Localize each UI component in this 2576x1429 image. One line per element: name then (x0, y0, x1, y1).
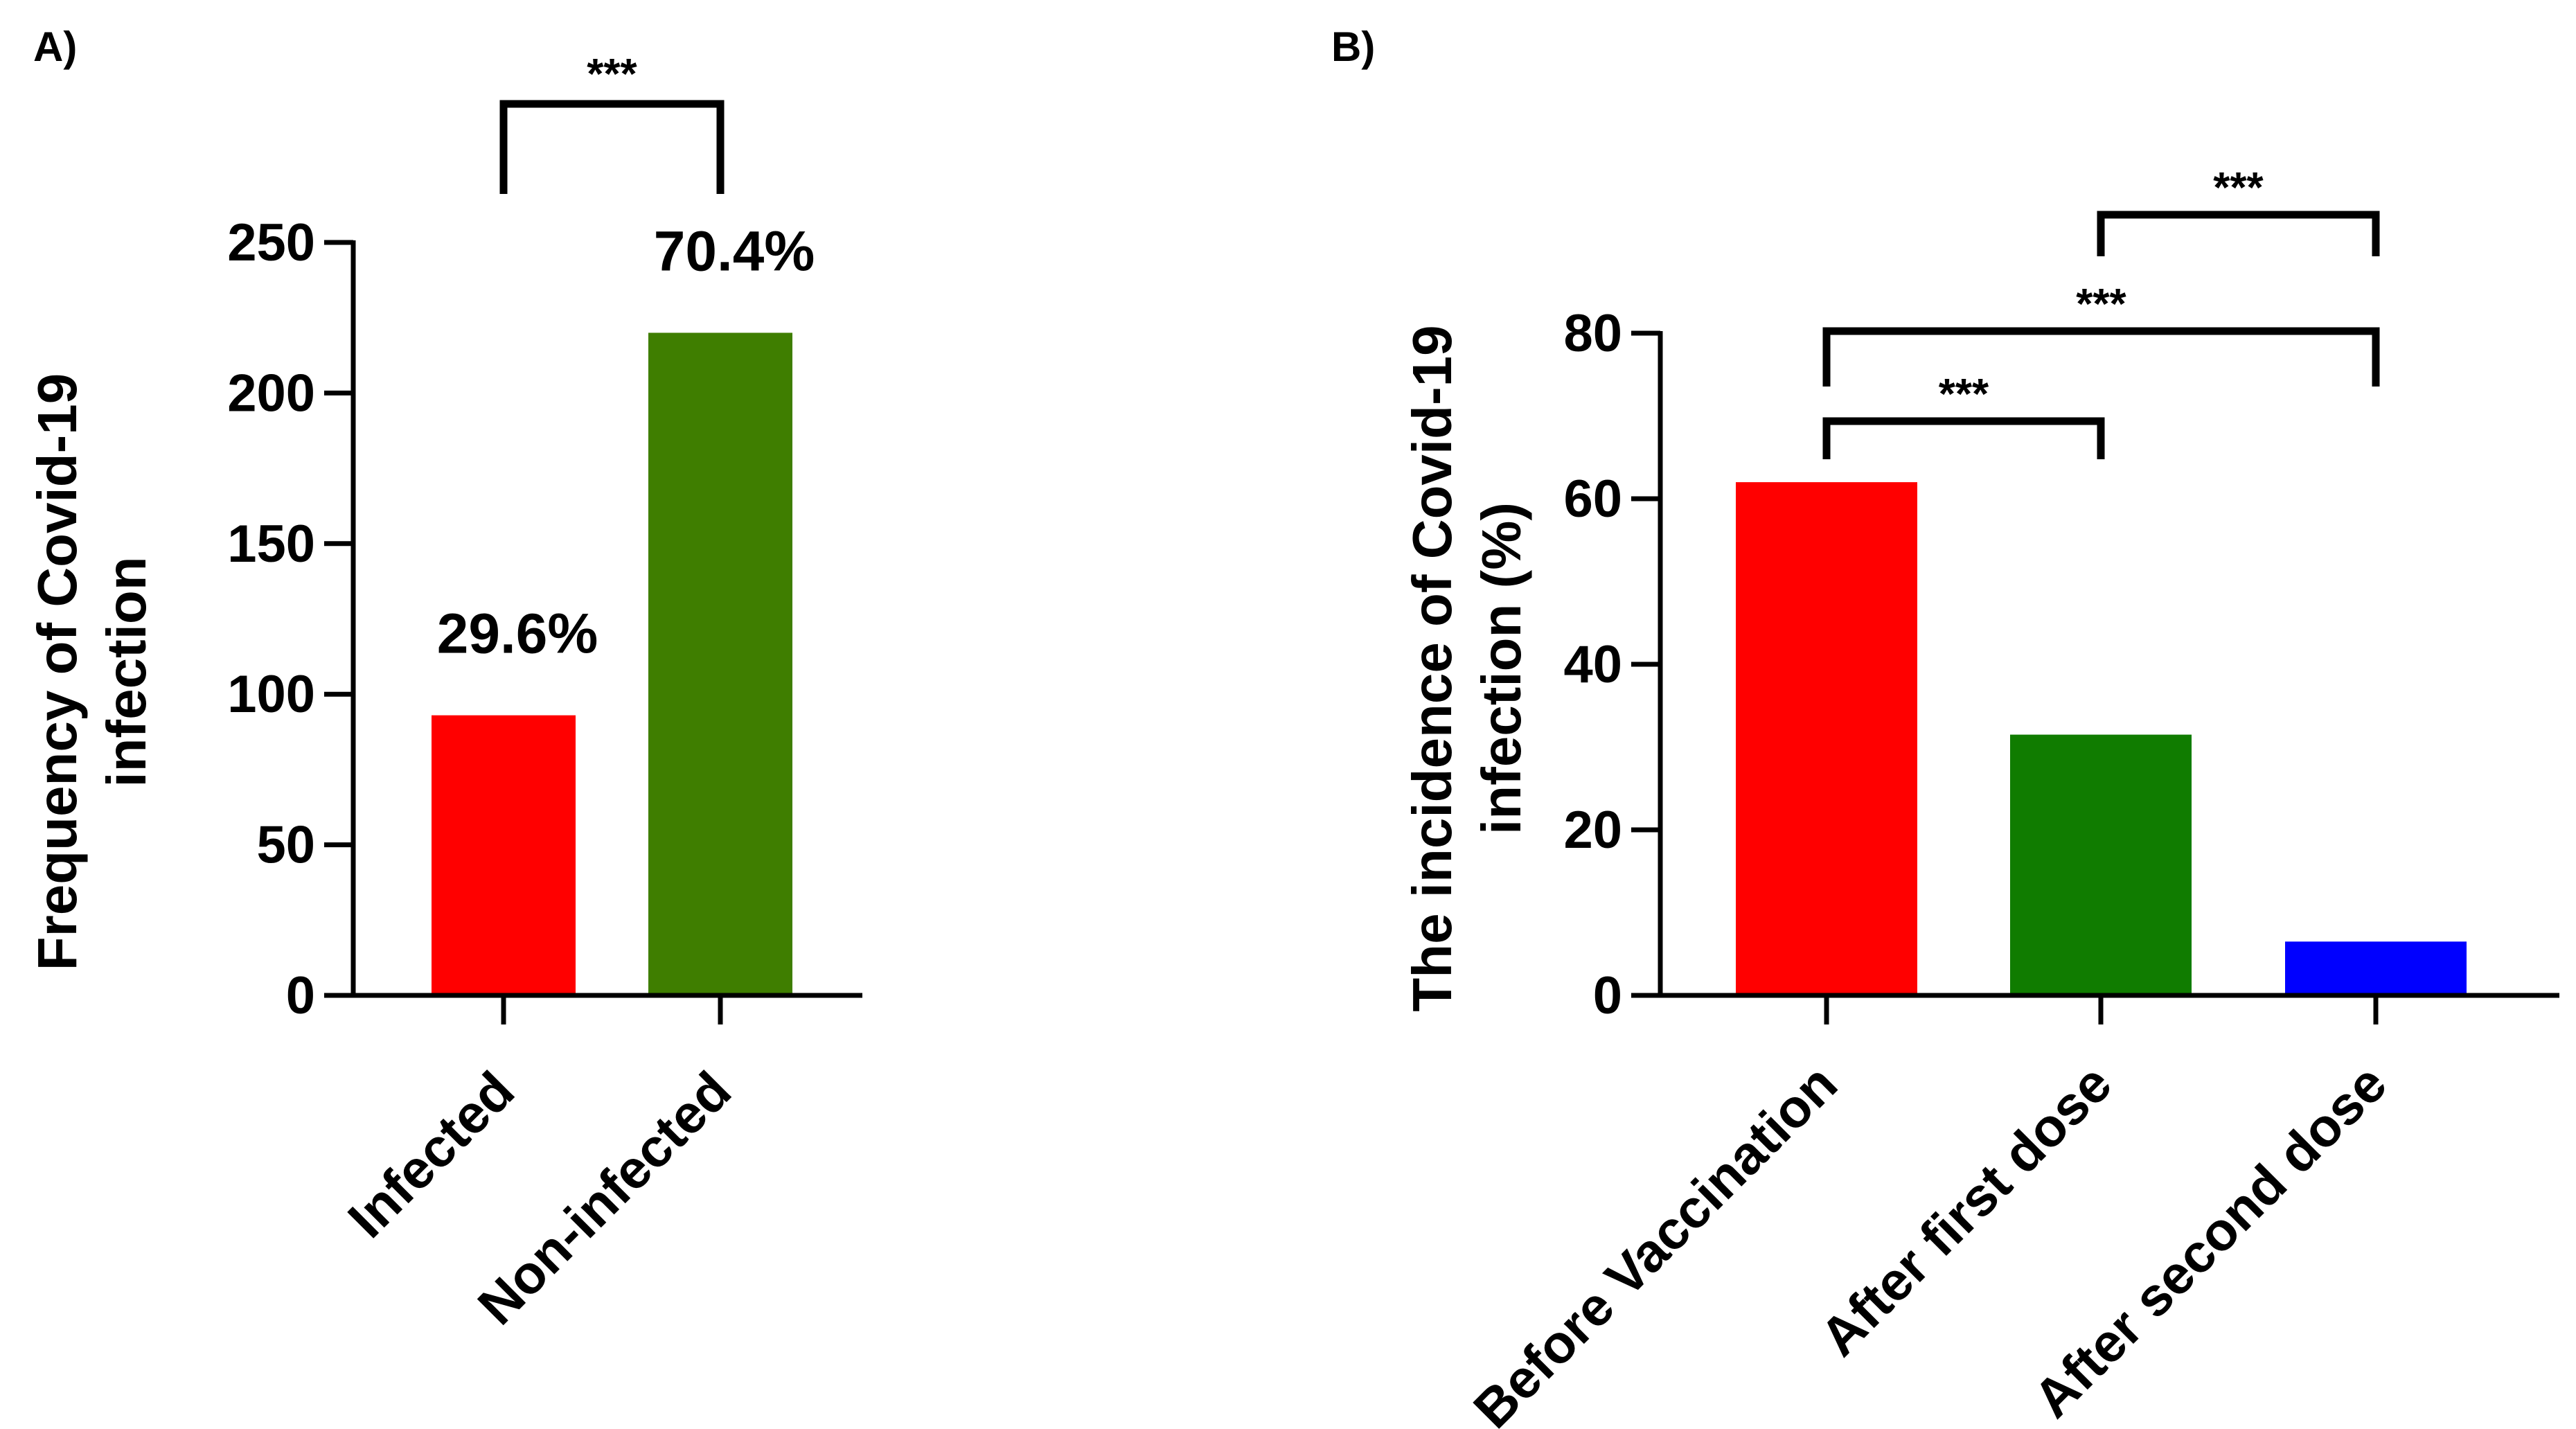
panel-b-y-axis-title-line-1: The incidence of Covid-19 (1401, 325, 1463, 1011)
panel-a-y-tick-label-100: 100 (227, 665, 315, 724)
panel-a-y-tick-label-200: 200 (227, 364, 315, 423)
panel-b-significance-bracket-3 (1822, 417, 2105, 459)
panel-a-significance-bracket-1 (499, 100, 725, 194)
panel-a-bar-1 (432, 715, 576, 995)
panel-b-label: B) (1331, 24, 1375, 70)
panel-a-y-tick-label-0: 0 (286, 966, 315, 1025)
panel-a-bar-2 (648, 332, 792, 995)
panel-a: A) Frequency of Covid-19 infection 0 50 10… (26, 24, 862, 1336)
panel-b-y-tick-label-0: 0 (1593, 966, 1622, 1025)
panel-a-y-axis-title-line-1: Frequency of Covid-19 (26, 373, 88, 970)
panel-a-label: A) (33, 24, 77, 70)
panel-b-significance-bracket-2 (1822, 327, 2380, 387)
panel-a-y-axis-title: Frequency of Covid-19 infection (26, 373, 157, 970)
panel-b-bar-2 (2010, 734, 2192, 995)
panel-b-significance-bracket-1 (2097, 211, 2380, 256)
panel-b-y-tick-label-80: 80 (1563, 304, 1622, 363)
panel-b-y-tick-label-60: 60 (1563, 470, 1622, 529)
panel-a-y-axis-title-line-2: infection (96, 556, 157, 787)
panel-b-y-axis-title: The incidence of Covid-19 infection (%) (1401, 325, 1532, 1011)
panel-b-significance-label-2: *** (2076, 281, 2126, 328)
panel-b-y-tick-label-40: 40 (1563, 635, 1622, 694)
panel-a-significance-label-1: *** (587, 51, 637, 98)
panel-b: B) The incidence of Covid-19 infection (… (1331, 24, 2559, 1429)
panel-b-significance-label-3: *** (1939, 371, 1989, 418)
panel-b-category-label-2: After first dose (1809, 1053, 2124, 1368)
panel-b-bar-3 (2285, 941, 2467, 995)
panel-a-plot-area: 050100150200250InfectedNon-infected29.6%… (227, 51, 862, 1336)
panel-a-y-tick-label-50: 50 (256, 816, 315, 875)
panel-a-data-label-2: 70.4% (654, 220, 815, 283)
panel-a-y-tick-label-250: 250 (227, 213, 315, 272)
panel-b-category-label-1: Before Vaccination (1462, 1053, 1849, 1429)
panel-b-y-tick-label-20: 20 (1563, 801, 1622, 860)
panel-a-category-label-1: Infected (336, 1060, 526, 1250)
panel-a-y-tick-label-150: 150 (227, 515, 315, 574)
panel-b-bar-1 (1736, 482, 1917, 995)
panel-b-significance-label-1: *** (2213, 164, 2264, 212)
panel-a-data-label-1: 29.6% (437, 603, 598, 666)
panel-b-y-axis-title-line-2: infection (%) (1471, 502, 1532, 835)
